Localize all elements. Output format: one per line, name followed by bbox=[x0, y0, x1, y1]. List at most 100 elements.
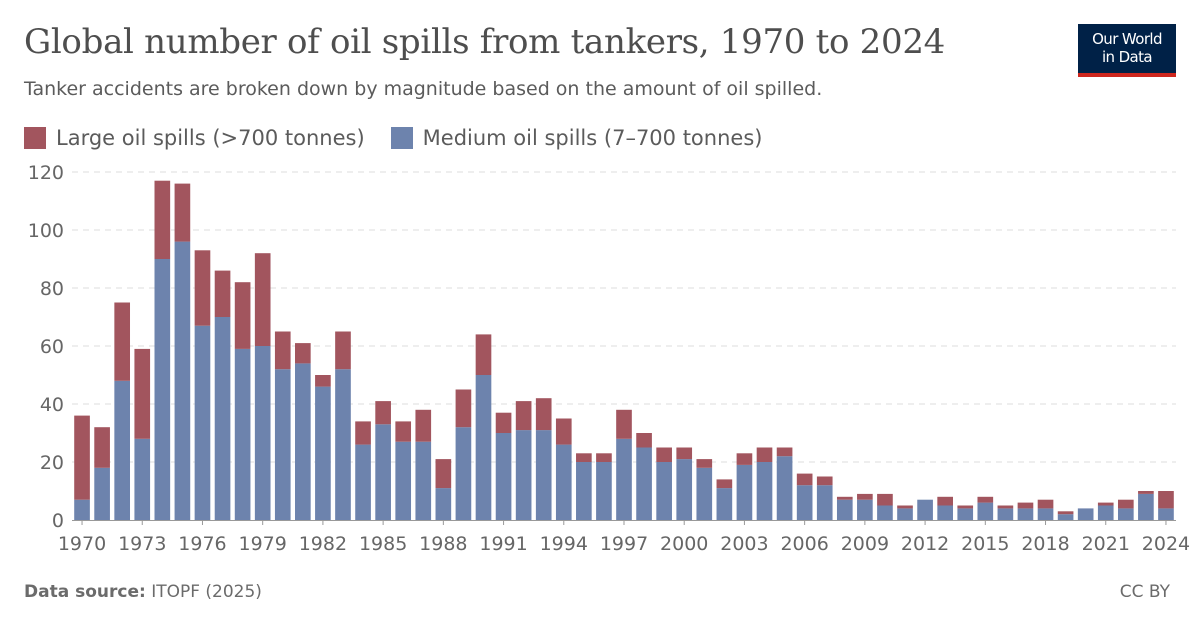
bar-medium[interactable] bbox=[857, 499, 873, 520]
bar-medium[interactable] bbox=[656, 462, 672, 520]
bar-large[interactable] bbox=[515, 401, 532, 431]
bar-large[interactable] bbox=[1017, 502, 1034, 509]
bar-large[interactable] bbox=[555, 418, 572, 445]
bar-medium[interactable] bbox=[355, 444, 371, 520]
bar-medium[interactable] bbox=[114, 380, 131, 520]
bar-large[interactable] bbox=[174, 183, 191, 242]
bar-medium[interactable] bbox=[214, 317, 231, 520]
bar-medium[interactable] bbox=[1057, 514, 1074, 520]
bar-large[interactable] bbox=[1158, 491, 1174, 509]
bar-medium[interactable] bbox=[897, 508, 913, 520]
bar-medium[interactable] bbox=[274, 369, 291, 520]
bar-large[interactable] bbox=[154, 180, 171, 259]
bar-medium[interactable] bbox=[435, 488, 452, 520]
bar-large[interactable] bbox=[535, 398, 552, 431]
bar-large[interactable] bbox=[1037, 499, 1054, 509]
bar-large[interactable] bbox=[576, 453, 592, 462]
bar-large[interactable] bbox=[756, 447, 773, 463]
bar-large[interactable] bbox=[415, 409, 432, 442]
bar-medium[interactable] bbox=[295, 363, 311, 520]
bar-medium[interactable] bbox=[234, 348, 251, 520]
bar-medium[interactable] bbox=[776, 456, 793, 520]
bar-large[interactable] bbox=[1097, 502, 1114, 506]
bar-large[interactable] bbox=[937, 496, 953, 506]
bar-large[interactable] bbox=[616, 409, 632, 439]
bar-medium[interactable] bbox=[957, 508, 974, 520]
bar-medium[interactable] bbox=[515, 430, 532, 520]
bar-large[interactable] bbox=[816, 476, 833, 486]
bar-large[interactable] bbox=[736, 453, 753, 465]
bar-medium[interactable] bbox=[596, 462, 612, 520]
bar-large[interactable] bbox=[676, 447, 693, 460]
bar-medium[interactable] bbox=[254, 346, 271, 520]
bar-large[interactable] bbox=[636, 433, 652, 448]
bar-medium[interactable] bbox=[716, 488, 733, 520]
bar-medium[interactable] bbox=[937, 505, 953, 521]
bar-medium[interactable] bbox=[475, 375, 492, 520]
bar-large[interactable] bbox=[1057, 511, 1074, 515]
bar-medium[interactable] bbox=[555, 444, 572, 520]
bar-large[interactable] bbox=[776, 447, 793, 457]
bar-large[interactable] bbox=[315, 375, 331, 387]
bar-medium[interactable] bbox=[1077, 508, 1094, 520]
bar-medium[interactable] bbox=[796, 485, 813, 520]
bar-medium[interactable] bbox=[997, 508, 1014, 520]
bar-large[interactable] bbox=[234, 282, 251, 349]
bar-medium[interactable] bbox=[154, 259, 171, 520]
data-source-value[interactable]: ITOPF (2025) bbox=[145, 582, 262, 602]
bar-large[interactable] bbox=[997, 505, 1014, 509]
bar-medium[interactable] bbox=[576, 462, 592, 520]
legend-item-large[interactable]: Large oil spills (>700 tonnes) bbox=[24, 126, 365, 150]
bar-large[interactable] bbox=[74, 415, 90, 500]
bar-medium[interactable] bbox=[1138, 493, 1154, 520]
bar-large[interactable] bbox=[656, 447, 672, 463]
owid-logo[interactable]: Our World in Data bbox=[1078, 24, 1176, 77]
bar-medium[interactable] bbox=[736, 464, 753, 520]
bar-large[interactable] bbox=[295, 343, 311, 364]
bar-large[interactable] bbox=[134, 348, 151, 439]
bar-medium[interactable] bbox=[756, 462, 773, 520]
bar-large[interactable] bbox=[495, 412, 512, 433]
bar-large[interactable] bbox=[254, 253, 271, 346]
bar-medium[interactable] bbox=[616, 438, 632, 520]
bar-medium[interactable] bbox=[1017, 508, 1034, 520]
bar-medium[interactable] bbox=[415, 441, 432, 520]
bar-medium[interactable] bbox=[335, 369, 351, 520]
bar-large[interactable] bbox=[395, 421, 412, 442]
bar-medium[interactable] bbox=[315, 386, 331, 520]
bar-medium[interactable] bbox=[194, 325, 211, 520]
bar-medium[interactable] bbox=[455, 427, 472, 520]
bar-medium[interactable] bbox=[375, 424, 391, 520]
bar-medium[interactable] bbox=[74, 499, 90, 520]
bar-large[interactable] bbox=[877, 493, 893, 506]
bar-large[interactable] bbox=[475, 334, 492, 375]
bar-medium[interactable] bbox=[877, 505, 893, 521]
bar-large[interactable] bbox=[1138, 491, 1154, 494]
bar-medium[interactable] bbox=[395, 441, 412, 520]
bar-large[interactable] bbox=[796, 473, 813, 486]
bar-medium[interactable] bbox=[174, 241, 191, 520]
bar-medium[interactable] bbox=[676, 459, 693, 520]
bar-medium[interactable] bbox=[977, 502, 994, 520]
bar-medium[interactable] bbox=[836, 499, 853, 520]
bar-large[interactable] bbox=[1117, 499, 1134, 509]
legend-item-medium[interactable]: Medium oil spills (7–700 tonnes) bbox=[390, 126, 762, 150]
bar-large[interactable] bbox=[274, 331, 291, 370]
bar-large[interactable] bbox=[836, 496, 853, 500]
bar-medium[interactable] bbox=[816, 485, 833, 520]
bar-large[interactable] bbox=[596, 453, 612, 462]
bar-large[interactable] bbox=[857, 493, 873, 500]
bar-large[interactable] bbox=[194, 250, 211, 326]
bar-large[interactable] bbox=[114, 302, 131, 381]
bar-medium[interactable] bbox=[134, 438, 151, 520]
bar-medium[interactable] bbox=[1037, 508, 1054, 520]
bar-large[interactable] bbox=[455, 389, 472, 428]
bar-medium[interactable] bbox=[1117, 508, 1134, 520]
bar-large[interactable] bbox=[897, 505, 913, 509]
bar-large[interactable] bbox=[214, 270, 231, 317]
bar-medium[interactable] bbox=[94, 467, 110, 520]
license-label[interactable]: CC BY bbox=[1119, 582, 1170, 602]
bar-large[interactable] bbox=[94, 427, 110, 468]
bar-large[interactable] bbox=[696, 459, 713, 468]
bar-medium[interactable] bbox=[495, 433, 512, 520]
